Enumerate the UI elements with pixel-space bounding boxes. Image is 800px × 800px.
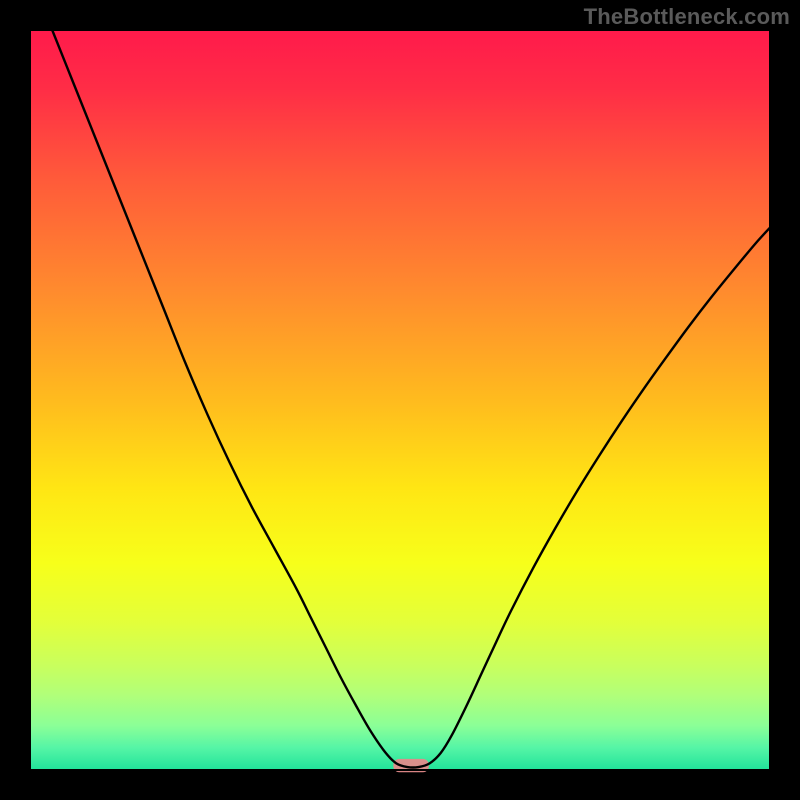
chart-svg bbox=[0, 0, 800, 800]
watermark-text: TheBottleneck.com bbox=[584, 4, 790, 30]
bottleneck-chart: TheBottleneck.com bbox=[0, 0, 800, 800]
plot-background bbox=[30, 30, 770, 770]
